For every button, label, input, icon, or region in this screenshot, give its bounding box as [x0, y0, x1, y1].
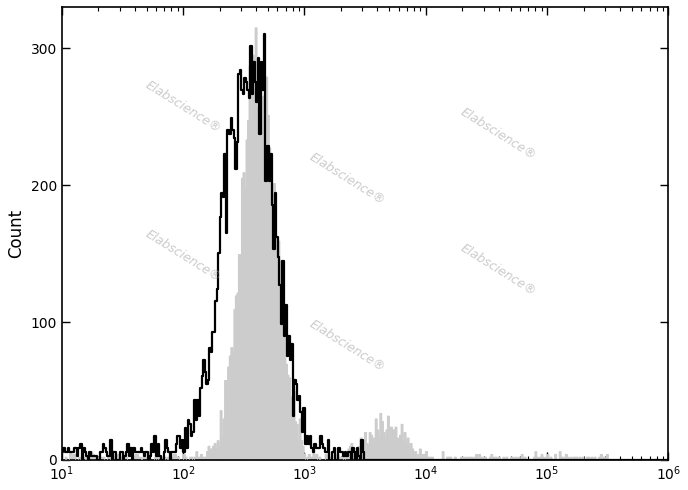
Text: Elabscience®: Elabscience®	[458, 241, 539, 298]
Y-axis label: Count: Count	[7, 209, 25, 258]
Text: Elabscience®: Elabscience®	[143, 78, 223, 135]
Text: Elabscience®: Elabscience®	[307, 150, 387, 207]
Text: Elabscience®: Elabscience®	[458, 105, 539, 162]
Text: Elabscience®: Elabscience®	[307, 318, 387, 375]
Text: Elabscience®: Elabscience®	[143, 227, 223, 284]
